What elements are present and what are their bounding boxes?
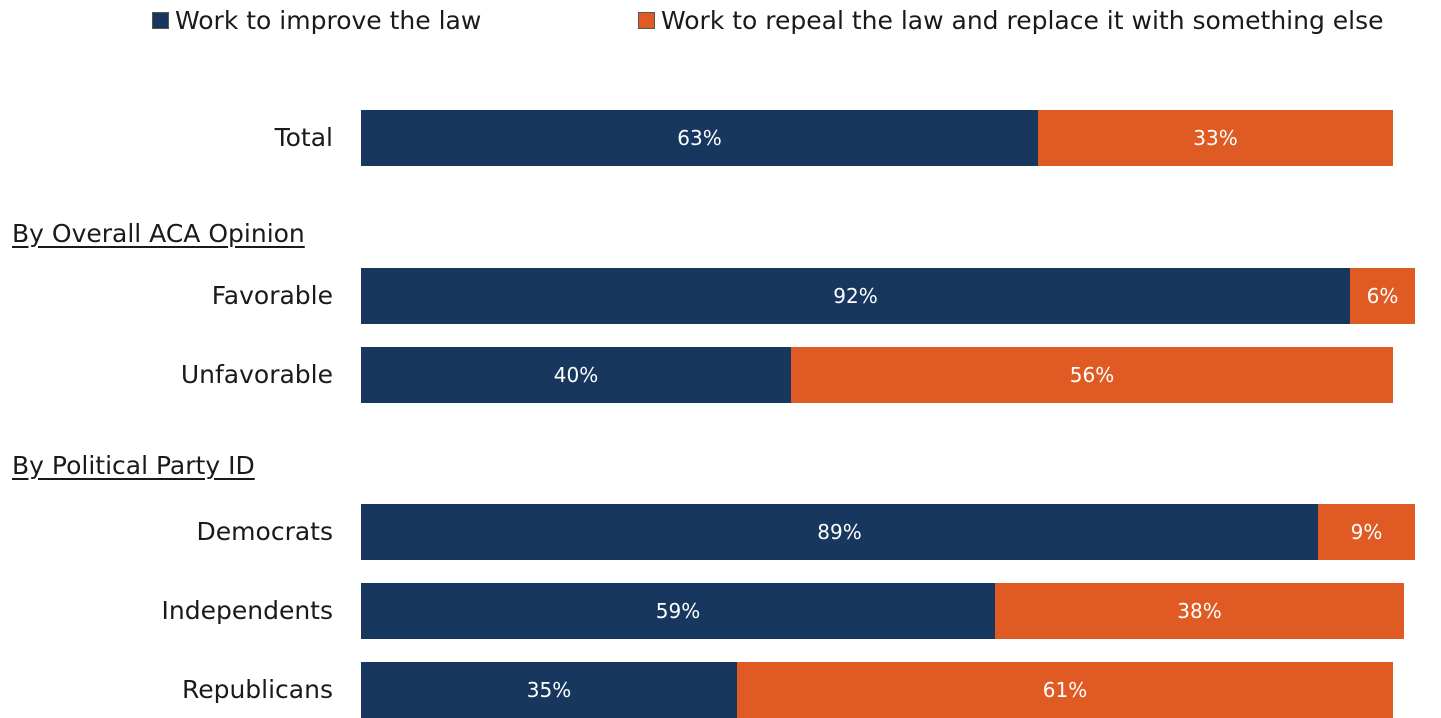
group-title-party-id: By Political Party ID bbox=[12, 451, 255, 480]
row-label-democrats: Democrats bbox=[196, 517, 333, 546]
row-label-republicans: Republicans bbox=[181, 675, 333, 704]
bar-unfavorable: 40% 56% bbox=[361, 347, 1393, 403]
bar-favorable: 92% 6% bbox=[361, 268, 1415, 324]
bar-segment-improve: 63% bbox=[361, 110, 1038, 166]
bar-total: 63% 33% bbox=[361, 110, 1393, 166]
row-label-favorable: Favorable bbox=[211, 281, 333, 310]
group-title-aca-opinion: By Overall ACA Opinion bbox=[12, 219, 305, 248]
bar-segment-improve: 89% bbox=[361, 504, 1318, 560]
bar-independents: 59% 38% bbox=[361, 583, 1404, 639]
bar-republicans: 35% 61% bbox=[361, 662, 1393, 718]
legend-swatch-repeal bbox=[638, 12, 655, 29]
row-label-independents: Independents bbox=[161, 596, 333, 625]
bar-segment-repeal: 9% bbox=[1318, 504, 1415, 560]
bar-segment-improve: 40% bbox=[361, 347, 791, 403]
legend-item-repeal: Work to repeal the law and replace it wi… bbox=[638, 6, 1384, 35]
bar-segment-repeal: 38% bbox=[995, 583, 1404, 639]
bar-segment-repeal: 33% bbox=[1038, 110, 1393, 166]
legend-label-repeal: Work to repeal the law and replace it wi… bbox=[661, 6, 1384, 35]
legend: Work to improve the law Work to repeal t… bbox=[0, 6, 1441, 42]
row-label-total: Total bbox=[274, 123, 333, 152]
bar-segment-repeal: 56% bbox=[791, 347, 1393, 403]
row-label-unfavorable: Unfavorable bbox=[180, 360, 333, 389]
bar-segment-improve: 92% bbox=[361, 268, 1350, 324]
bar-segment-improve: 59% bbox=[361, 583, 995, 639]
bar-democrats: 89% 9% bbox=[361, 504, 1415, 560]
legend-label-improve: Work to improve the law bbox=[175, 6, 482, 35]
bar-segment-repeal: 6% bbox=[1350, 268, 1415, 324]
bar-segment-improve: 35% bbox=[361, 662, 737, 718]
legend-item-improve: Work to improve the law bbox=[152, 6, 481, 35]
bar-segment-repeal: 61% bbox=[737, 662, 1393, 718]
legend-swatch-improve bbox=[152, 12, 169, 29]
